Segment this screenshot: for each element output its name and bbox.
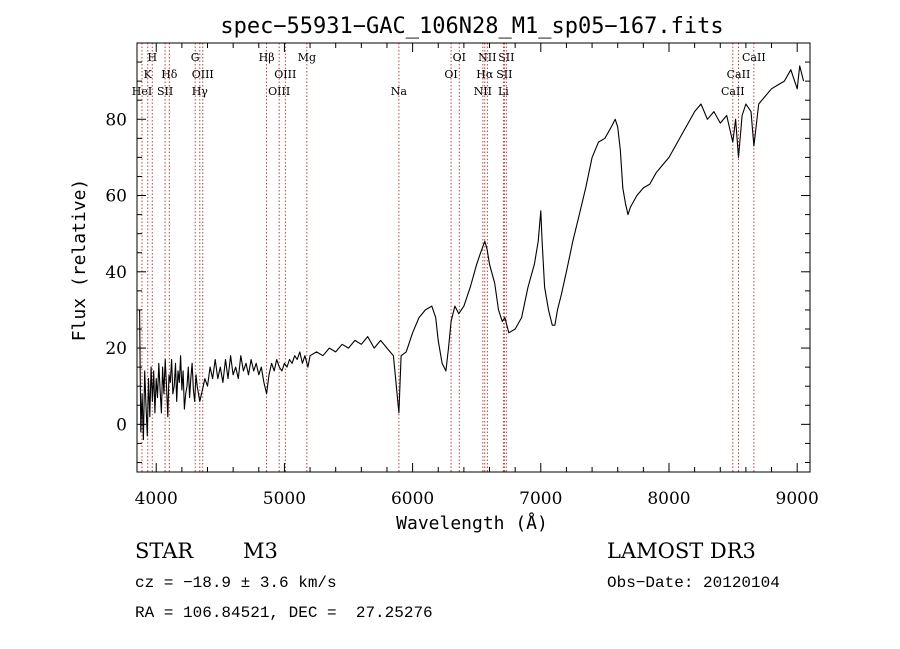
- marker-label-5: G: [191, 51, 200, 64]
- redshift-velocity: cz = −18.9 ± 3.6 km/s: [135, 574, 337, 592]
- y-tick-label-0: 0: [116, 415, 127, 435]
- marker-label-13: OI: [453, 51, 466, 64]
- marker-label-23: CaII: [721, 85, 745, 98]
- chart-title: spec−55931−GAC_106N28_M1_sp05−167.fits: [220, 14, 723, 39]
- y-tick-label-4: 80: [105, 110, 127, 130]
- x-tick-label-5: 9000: [776, 489, 819, 509]
- marker-label-21: CaII: [742, 51, 766, 64]
- x-axis-label: Wavelength (Å): [396, 512, 548, 534]
- marker-label-18: SII: [498, 51, 514, 64]
- plot-frame: [136, 42, 811, 473]
- y-tick-label-3: 60: [105, 187, 127, 207]
- marker-label-12: Na: [391, 85, 408, 98]
- marker-label-2: HeI: [132, 85, 152, 98]
- marker-label-4: SII: [157, 85, 173, 98]
- object-subclass: M3: [243, 539, 278, 563]
- spectrum-line-0: [139, 65, 805, 441]
- x-axis-ticks: 4000 5000 6000 7000 8000 9000: [135, 43, 819, 509]
- y-tick-label-2: 40: [105, 263, 127, 283]
- marker-label-22: CaII: [727, 68, 751, 81]
- spectrum-series: [139, 65, 805, 441]
- y-axis-label: Flux (relative): [69, 179, 90, 342]
- marker-label-10: OIII: [268, 85, 290, 98]
- marker-label-0: H: [147, 51, 157, 64]
- y-tick-label-1: 20: [105, 339, 127, 359]
- x-tick-label-0: 4000: [135, 489, 178, 509]
- marker-label-6: OIII: [192, 68, 214, 81]
- marker-label-1: K: [144, 68, 153, 81]
- marker-label-16: Hα: [476, 68, 494, 81]
- marker-label-19: SII: [496, 68, 512, 81]
- marker-label-9: OIII: [274, 68, 296, 81]
- marker-label-17: NII: [474, 85, 492, 98]
- marker-label-14: OI: [444, 68, 457, 81]
- marker-label-11: Mg: [298, 51, 316, 64]
- x-tick-label-3: 7000: [519, 489, 562, 509]
- marker-label-3: Hδ: [161, 68, 178, 81]
- x-tick-label-2: 6000: [391, 489, 434, 509]
- observation-date: Obs−Date: 20120104: [607, 574, 780, 592]
- x-tick-label-1: 5000: [263, 489, 306, 509]
- spectral-line-markers: HKHeIHδSIIGOIIIHγHβOIIIOIIIMgNaOIOINIIHα…: [132, 43, 766, 472]
- marker-label-7: Hγ: [192, 85, 209, 98]
- coordinates: RA = 106.84521, DEC = 27.25276: [135, 604, 433, 622]
- survey-name: LAMOST DR3: [607, 539, 756, 563]
- y-axis-ticks: 0 20 40 60 80: [105, 61, 810, 463]
- x-tick-label-4: 8000: [647, 489, 690, 509]
- object-class: STAR: [135, 539, 194, 563]
- marker-label-8: Hβ: [259, 51, 275, 64]
- marker-label-15: NII: [478, 51, 496, 64]
- marker-label-20: Li: [498, 85, 509, 98]
